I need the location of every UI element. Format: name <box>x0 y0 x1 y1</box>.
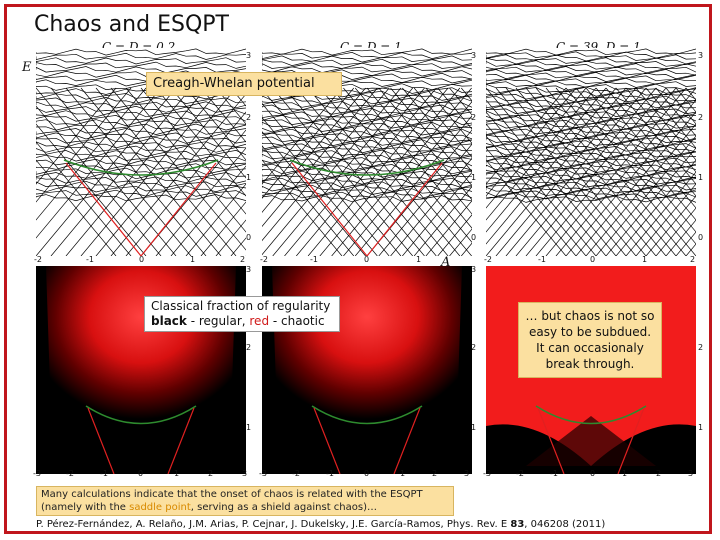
summary-note: Many calculations indicate that the onse… <box>36 486 454 516</box>
x-tick: 1 <box>642 255 648 264</box>
y-tick: 1 <box>471 173 477 182</box>
y-tick: 2 <box>246 343 252 352</box>
chaotic-key: red <box>249 314 270 328</box>
x-tick: -1 <box>310 255 318 264</box>
y-tick: 2 <box>471 113 477 122</box>
y-tick: 0 <box>698 233 704 242</box>
x-tick: 2 <box>656 469 662 478</box>
y-tick: 2 <box>698 113 704 122</box>
x-tick: -2 <box>484 255 492 264</box>
y-tick: 0 <box>471 233 477 242</box>
summary-line-1: Many calculations indicate that the onse… <box>41 489 423 500</box>
y-tick: 3 <box>698 51 704 60</box>
y-axis-label: E <box>22 60 32 75</box>
x-tick: 0 <box>590 469 596 478</box>
x-tick: -3 <box>259 469 267 478</box>
x-tick: 1 <box>622 469 628 478</box>
x-tick: 0 <box>590 255 596 264</box>
x-tick: 2 <box>690 255 696 264</box>
x-tick: 3 <box>464 469 470 478</box>
y-tick: 3 <box>246 51 252 60</box>
x-tick: 1 <box>174 469 180 478</box>
regularity-legend-keys: black - regular, red - chaotic <box>151 314 333 329</box>
x-tick: 0 <box>139 255 145 264</box>
summary-line-2a: (namely with the <box>41 502 130 513</box>
x-tick: 0 <box>138 469 144 478</box>
x-tick: -2 <box>34 255 42 264</box>
spectrum-plot <box>486 48 696 256</box>
regular-key: black <box>151 314 187 328</box>
x-tick: -1 <box>86 255 94 264</box>
x-tick: 2 <box>240 255 246 264</box>
y-tick: 1 <box>698 423 704 432</box>
chaotic-key-text: - chaotic <box>269 314 325 328</box>
x-tick: 1 <box>190 255 196 264</box>
reference-volume: 83 <box>510 519 525 530</box>
regularity-legend-title: Classical fraction of regularity <box>151 299 331 313</box>
y-tick: 3 <box>471 51 477 60</box>
x-tick: -2 <box>66 469 74 478</box>
x-tick: 3 <box>242 469 248 478</box>
x-tick: 2 <box>432 469 438 478</box>
summary-line-2c: , serving as a shield against chaos)… <box>190 502 378 513</box>
x-tick: 1 <box>416 255 422 264</box>
x-tick: -1 <box>326 469 334 478</box>
y-tick: 0 <box>246 233 252 242</box>
reference-citation: P. Pérez-Fernández, A. Relaño, J.M. Aria… <box>36 519 605 530</box>
x-tick: -3 <box>33 469 41 478</box>
spectrum-panel-3 <box>486 48 696 256</box>
reference-authors: P. Pérez-Fernández, A. Relaño, J.M. Aria… <box>36 519 511 530</box>
x-tick: -2 <box>260 255 268 264</box>
saddle-point-text: saddle point <box>129 502 191 513</box>
slide-frame <box>4 4 712 534</box>
x-tick: 3 <box>688 469 694 478</box>
y-tick: 1 <box>246 173 252 182</box>
y-tick: 2 <box>471 343 477 352</box>
potential-callout: Creagh-Whelan potential <box>146 72 342 96</box>
y-tick: 1 <box>471 423 477 432</box>
x-tick: 1 <box>400 469 406 478</box>
x-tick: -1 <box>538 255 546 264</box>
regular-key-text: - regular, <box>186 314 250 328</box>
x-tick: -1 <box>550 469 558 478</box>
chaos-note-callout: … but chaos is not so easy to be subdued… <box>518 302 662 378</box>
regularity-legend-box: Classical fraction of regularity black -… <box>144 296 340 332</box>
y-tick: 2 <box>246 113 252 122</box>
x-tick: 0 <box>364 255 370 264</box>
y-tick: 3 <box>471 265 477 274</box>
reference-pages: , 046208 (2011) <box>524 519 606 530</box>
x-tick: 0 <box>364 469 370 478</box>
x-tick: 2 <box>208 469 214 478</box>
y-tick: 2 <box>698 343 704 352</box>
y-tick: 1 <box>246 423 252 432</box>
x-tick: -3 <box>483 469 491 478</box>
x-axis-label: A <box>441 255 451 270</box>
slide-title: Chaos and ESQPT <box>34 12 229 37</box>
x-tick: -2 <box>516 469 524 478</box>
y-tick: 1 <box>698 173 704 182</box>
x-tick: -1 <box>100 469 108 478</box>
summary-line-2: (namely with the saddle point, serving a… <box>41 501 449 514</box>
x-tick: -2 <box>292 469 300 478</box>
y-tick: 3 <box>246 265 252 274</box>
